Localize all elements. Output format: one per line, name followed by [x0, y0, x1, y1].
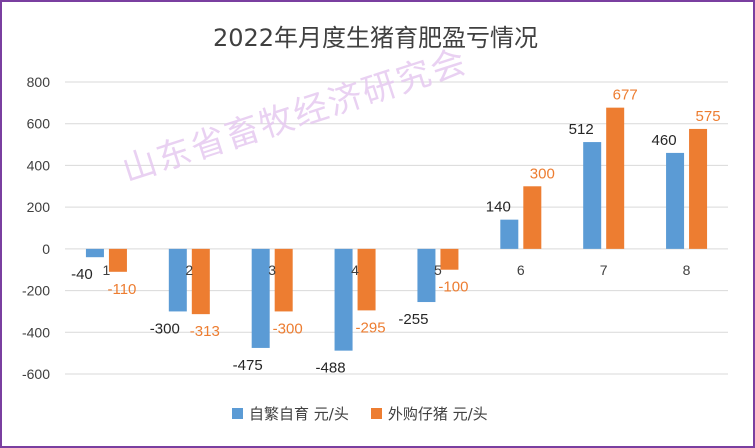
bar-series-1 [500, 219, 519, 249]
data-label-series-1: 460 [652, 132, 677, 149]
bar-series-2 [523, 186, 542, 249]
data-label-series-2: -300 [273, 320, 303, 337]
x-tick-label: 2 [185, 262, 193, 278]
bar-series-2 [440, 248, 459, 270]
data-label-series-1: -475 [233, 357, 263, 374]
data-label-series-2: -100 [438, 279, 468, 296]
bar-series-1 [666, 152, 685, 249]
bar-series-1 [168, 248, 187, 312]
y-tick-label: 0 [42, 241, 50, 257]
bar-series-2 [606, 107, 625, 249]
data-label-series-1: -40 [71, 266, 93, 283]
data-label-series-2: -295 [356, 319, 386, 336]
y-tick-label: -400 [22, 324, 50, 340]
x-tick-label: 5 [434, 262, 442, 278]
x-tick-label: 4 [351, 262, 359, 278]
legend-label-series-2: 外购仔猪 元/头 [387, 405, 488, 423]
data-label-series-1: -300 [150, 320, 180, 337]
y-tick-label: -600 [22, 366, 50, 382]
legend-swatch-series-2 [370, 408, 382, 419]
bar-series-2 [191, 248, 210, 315]
y-tick-label: 400 [27, 157, 51, 173]
legend-label-series-1: 自繁自育 元/头 [249, 405, 349, 423]
bar-series-1 [251, 248, 270, 348]
data-label-series-2: -110 [107, 281, 136, 298]
bar-series-1 [334, 248, 353, 351]
y-tick-label: 800 [27, 74, 51, 90]
chart-legend: 自繁自育 元/头 外购仔猪 元/头 [232, 403, 488, 424]
legend-item-series-1: 自繁自育 元/头 [232, 403, 349, 424]
data-label-series-2: 300 [530, 165, 555, 182]
data-label-series-1: 512 [569, 121, 594, 138]
x-tick-label: 6 [517, 262, 525, 278]
bar-series-1 [85, 248, 104, 258]
bar-series-2 [108, 248, 127, 272]
bar-series-1 [417, 248, 436, 303]
x-tick-label: 1 [103, 262, 111, 278]
bar-series-2 [357, 248, 376, 311]
legend-swatch-series-1 [232, 408, 243, 419]
bar-series-1 [583, 142, 602, 249]
data-label-series-2: 575 [696, 108, 721, 125]
y-tick-label: 600 [27, 116, 51, 132]
data-label-series-1: -488 [316, 360, 346, 377]
data-label-series-2: -313 [190, 323, 220, 340]
legend-item-series-2: 外购仔猪 元/头 [370, 403, 488, 424]
bar-series-2 [274, 248, 293, 312]
data-label-series-1: -255 [398, 311, 428, 328]
y-tick-label: 200 [27, 199, 51, 215]
x-tick-label: 8 [683, 262, 691, 278]
data-label-series-1: 140 [486, 199, 511, 216]
data-label-series-2: 677 [613, 87, 638, 104]
y-tick-label: -200 [22, 283, 50, 299]
chart-title: 2022年月度生猪育肥盈亏情况 [212, 24, 539, 52]
bar-series-2 [689, 128, 708, 249]
x-tick-label: 3 [268, 262, 276, 278]
x-tick-label: 7 [600, 262, 608, 278]
